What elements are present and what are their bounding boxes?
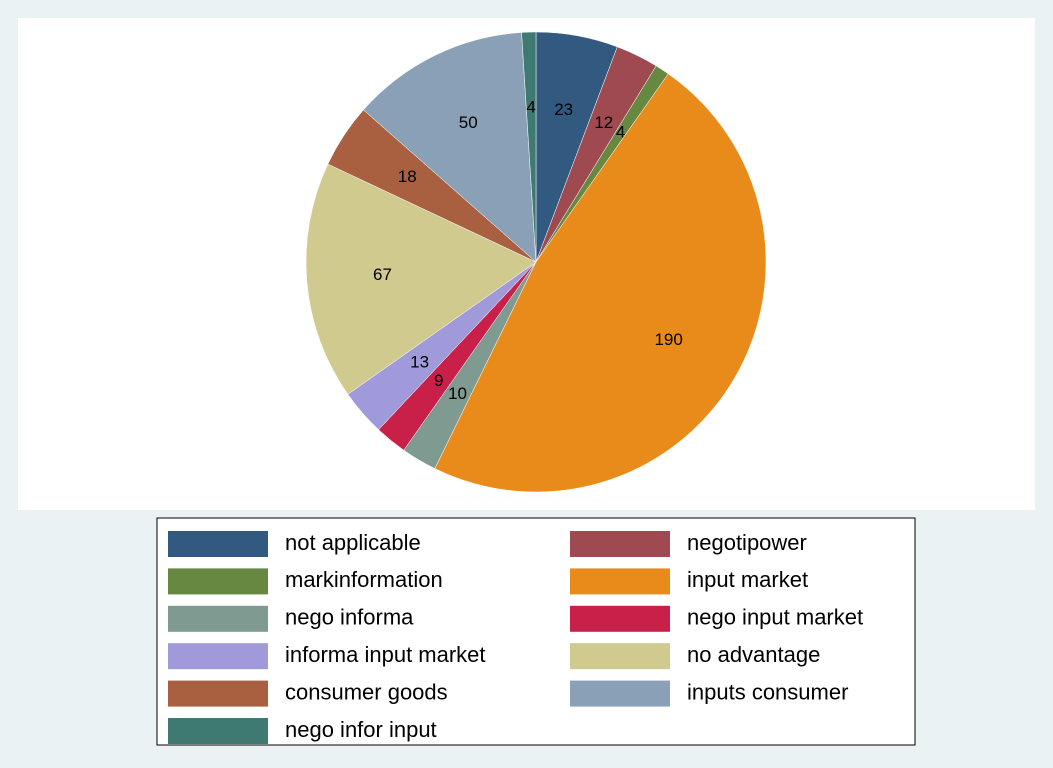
legend-swatch [168,718,268,744]
pie-slice [363,32,537,263]
legend-label: consumer goods [285,679,448,704]
pie [305,31,767,493]
legend-label: nego informa [285,605,414,630]
slice-label: 67 [373,265,392,284]
slice-label: 190 [654,330,682,349]
slice-label: 18 [398,167,417,186]
legend-swatch [570,643,670,670]
legend-swatch [168,643,268,670]
slice-label: 9 [434,371,443,390]
pie-slice [521,31,537,263]
slice-label: 13 [410,352,429,371]
legend-label: nego infor input [285,717,437,742]
legend-swatch [570,568,670,595]
legend-label: markinformation [285,567,443,592]
slice-label: 23 [554,100,573,119]
slice-label: 4 [616,123,625,142]
legend-label: nego input market [687,605,863,630]
legend-swatch [168,605,268,632]
legend-label: informa input market [285,642,486,667]
legend-label: no advantage [687,642,820,667]
legend-label: inputs consumer [687,679,848,704]
legend-label: input market [687,567,808,592]
slice-label: 12 [594,113,613,132]
legend: not applicable negotipower markinformation… [168,530,863,744]
legend-box [156,517,916,746]
legend-swatch [168,531,268,557]
legend-swatch [570,605,670,632]
slice-label: 10 [448,384,467,403]
pie-slice [434,73,767,493]
pie-slice [305,163,537,395]
legend-label: not applicable [285,530,421,555]
legend-swatch [570,531,670,557]
slice-label: 50 [459,113,478,132]
legend-swatch [168,568,268,595]
slice-label: 4 [526,97,535,116]
legend-swatch [168,680,268,707]
legend-label: negotipower [687,530,807,555]
legend-swatch [570,680,670,707]
